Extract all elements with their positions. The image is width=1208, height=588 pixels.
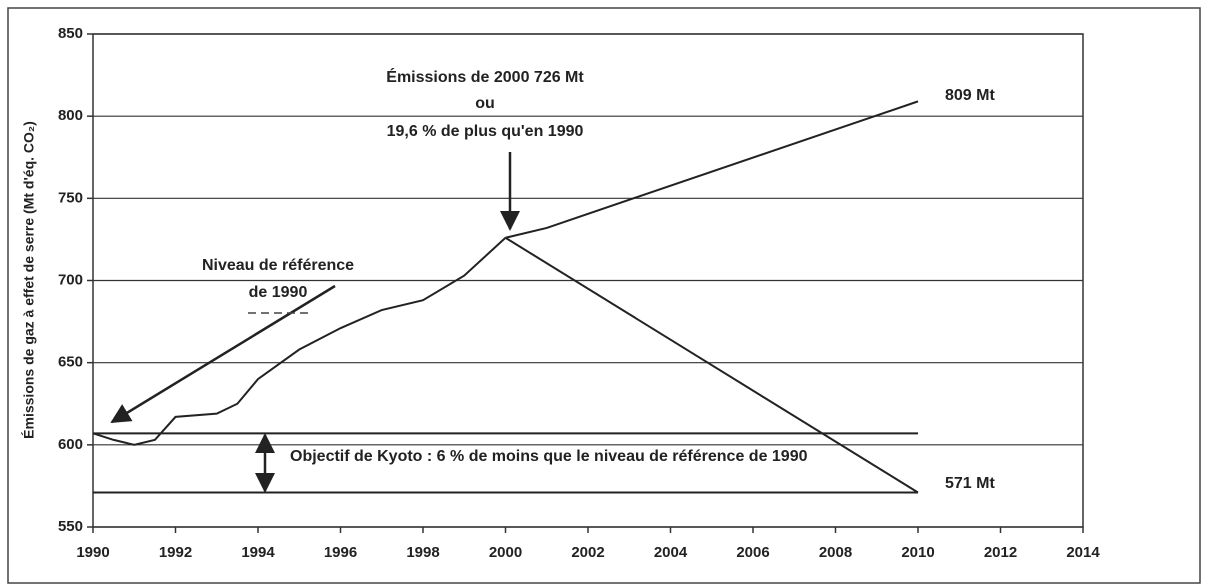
x-tick-label: 2002 xyxy=(571,544,604,561)
x-tick-label: 2008 xyxy=(819,544,852,561)
y-axis-label: Émissions de gaz à effet de serre (Mt d'… xyxy=(21,121,37,439)
y-tick-label: 700 xyxy=(58,271,83,288)
x-tick-label: 1992 xyxy=(159,544,192,561)
y-tick-label: 600 xyxy=(58,436,83,453)
x-tick-label: 1998 xyxy=(406,544,439,561)
annotation: de 1990 xyxy=(249,284,308,301)
annotation: 809 Mt xyxy=(945,87,995,104)
annotation: Émissions de 2000 726 Mt xyxy=(386,67,584,86)
annotation: Objectif de Kyoto : 6 % de moins que le … xyxy=(290,448,808,465)
line xyxy=(504,236,919,494)
x-tick-label: 1990 xyxy=(76,544,109,561)
annotation: ou xyxy=(475,95,495,112)
annotation: Niveau de référence xyxy=(202,257,354,274)
y-tick-label: 750 xyxy=(58,189,83,206)
x-tick-label: 2004 xyxy=(654,544,688,561)
annotation: 571 Mt xyxy=(945,475,995,492)
x-tick-label: 1994 xyxy=(241,544,275,561)
x-tick-label: 2014 xyxy=(1066,544,1100,561)
y-tick-label: 550 xyxy=(58,518,83,535)
y-tick-label: 850 xyxy=(58,25,83,42)
x-tick-label: 2012 xyxy=(984,544,1017,561)
x-tick-label: 2006 xyxy=(736,544,769,561)
arrow xyxy=(110,284,336,424)
line xyxy=(92,237,507,446)
frame xyxy=(7,7,1201,584)
annotation: 19,6 % de plus qu'en 1990 xyxy=(387,123,584,140)
x-tick-label: 1996 xyxy=(324,544,357,561)
line xyxy=(505,100,919,239)
x-tick-label: 2010 xyxy=(901,544,934,561)
y-tick-label: 800 xyxy=(58,107,83,124)
x-tick-label: 2000 xyxy=(489,544,522,561)
y-tick-label: 650 xyxy=(58,354,83,371)
